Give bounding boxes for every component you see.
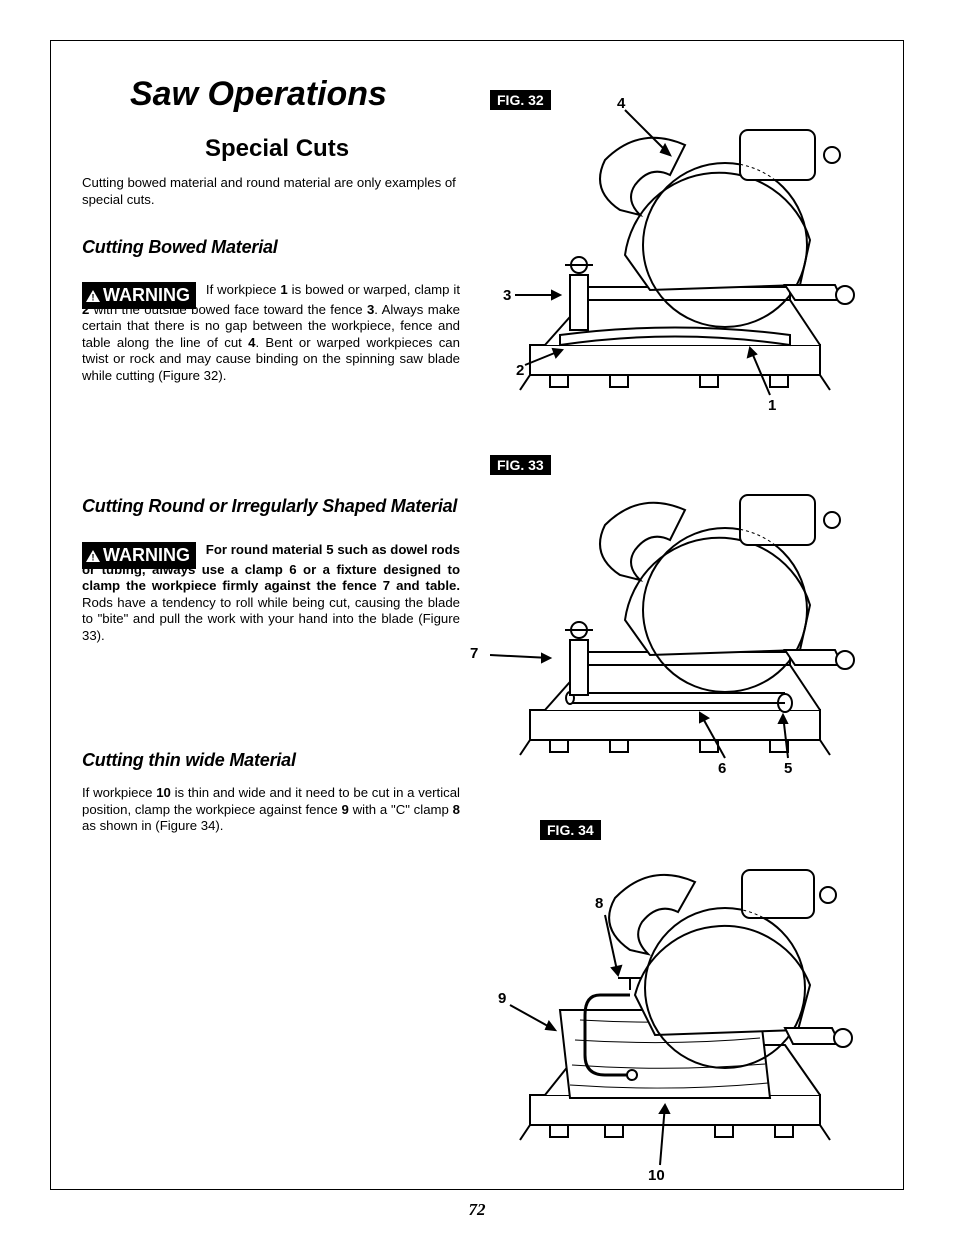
svg-text:!: ! <box>92 293 95 303</box>
paragraph-bowed: ! WARNING If workpiece 1 is bowed or warp… <box>82 275 460 384</box>
warning-label-text: WARNING <box>103 545 190 565</box>
callout-1: 1 <box>768 397 776 410</box>
figure-32-diagram: 3 2 1 4 <box>490 90 870 410</box>
callout-5: 5 <box>784 760 792 775</box>
callout-2: 2 <box>516 362 524 379</box>
text-fragment: is bowed or warped, clamp it <box>288 282 460 297</box>
figure-34-diagram: 8 9 10 <box>490 820 870 1180</box>
callout-ref-8: 8 <box>453 802 460 817</box>
text-fragment: as shown in (Figure 34). <box>82 818 223 833</box>
intro-paragraph: Cutting bowed material and round materia… <box>82 175 460 208</box>
heading-round: Cutting Round or Irregularly Shaped Mate… <box>82 496 457 517</box>
callout-9: 9 <box>498 990 506 1007</box>
callout-8: 8 <box>595 895 603 912</box>
figure-33-diagram: 6 5 7 <box>490 455 870 775</box>
heading-bowed: Cutting Bowed Material <box>82 237 278 258</box>
text-fragment: If workpiece <box>82 785 156 800</box>
svg-text:!: ! <box>92 553 95 563</box>
callout-4: 4 <box>617 95 626 112</box>
page-subtitle: Special Cuts <box>205 135 349 163</box>
warning-badge: ! WARNING <box>82 542 196 569</box>
warning-triangle-icon: ! <box>86 550 100 562</box>
callout-10: 10 <box>648 1167 665 1180</box>
text-fragment: Rods have a tendency to roll while being… <box>82 595 460 643</box>
page-title: Saw Operations <box>130 75 387 114</box>
callout-3: 3 <box>503 287 511 304</box>
paragraph-thin: If workpiece 10 is thin and wide and it … <box>82 785 460 835</box>
paragraph-round: !WARNING For round material 5 such as do… <box>82 535 460 644</box>
callout-6: 6 <box>718 760 726 775</box>
text-fragment: with a "C" clamp <box>349 802 453 817</box>
warning-label-text: WARNING <box>103 285 190 305</box>
page-number: 72 <box>0 1200 954 1220</box>
callout-ref-10: 10 <box>156 785 171 800</box>
callout-7: 7 <box>470 645 478 662</box>
callout-ref-9: 9 <box>342 802 349 817</box>
warning-triangle-icon: ! <box>86 290 100 302</box>
heading-thin: Cutting thin wide Material <box>82 750 296 771</box>
warning-badge: ! WARNING <box>82 282 196 309</box>
text-fragment: If workpiece <box>206 282 281 297</box>
callout-ref-1: 1 <box>280 282 287 297</box>
